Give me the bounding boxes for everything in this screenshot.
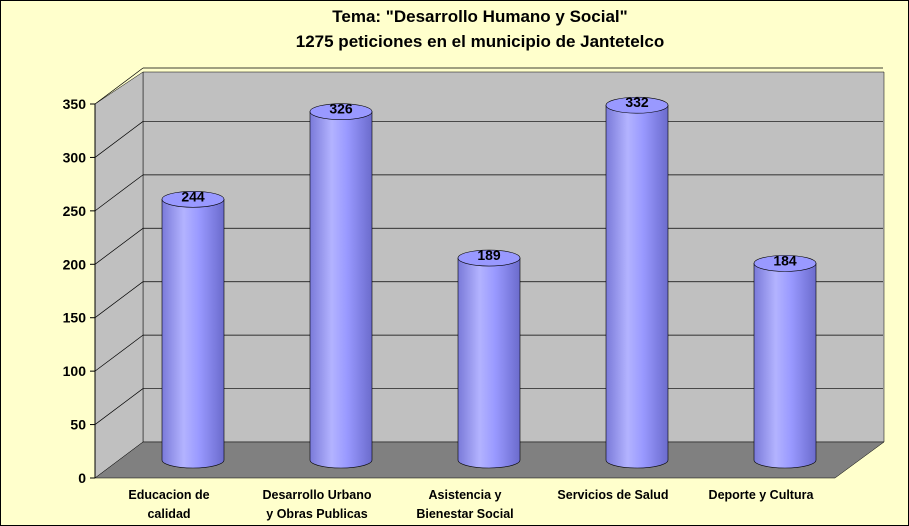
bar: [161, 190, 225, 469]
grid-line: [94, 121, 144, 158]
bar: [753, 255, 817, 469]
bar: [457, 249, 521, 469]
chart-title: Tema: "Desarrollo Humano y Social": [332, 7, 627, 26]
grid-line: [94, 228, 144, 265]
bar-top: [309, 103, 373, 120]
bar: [605, 96, 669, 469]
value-label: 184: [773, 252, 797, 268]
bar-top: [457, 249, 521, 267]
y-tick-label: 300: [63, 149, 87, 165]
x-tick-label: Desarrollo Urbano y Obras Publicas: [262, 488, 371, 521]
y-tick-label: 150: [63, 310, 87, 326]
y-tick-label: 250: [63, 203, 87, 219]
value-label: 332: [625, 94, 649, 110]
bar-top: [161, 190, 225, 208]
x-tick-label: Deporte y Cultura: [709, 488, 815, 502]
y-tick-label: 200: [63, 256, 87, 272]
x-tick-label: Educacion de calidad: [128, 488, 209, 521]
y-tick-label: 350: [63, 96, 87, 112]
bar-body: [309, 111, 373, 469]
y-tick-label: 50: [70, 417, 86, 433]
value-label: 326: [329, 101, 353, 117]
y-tick-label: 100: [63, 363, 87, 379]
bar-body: [605, 104, 669, 469]
chart-subtitle: 1275 peticiones en el municipio de Jante…: [296, 32, 664, 51]
bar-body: [753, 263, 817, 469]
side-wall: [94, 71, 144, 479]
x-tick-label: Servicios de Salud: [557, 488, 668, 502]
grid-line: [94, 174, 144, 212]
bar-body: [457, 257, 521, 469]
bar-top: [753, 255, 817, 272]
bar-body: [161, 198, 225, 469]
value-label: 189: [477, 247, 501, 263]
grid-line: [94, 388, 144, 425]
grid-line: [94, 334, 144, 372]
grid-line: [94, 281, 144, 318]
bar: [309, 103, 373, 469]
y-tick-label: 0: [78, 470, 86, 486]
grid-line: [94, 67, 144, 105]
bar-top: [605, 96, 669, 114]
value-label: 244: [181, 188, 205, 204]
x-tick-label: Asistencia y Bienestar Social: [416, 488, 513, 521]
